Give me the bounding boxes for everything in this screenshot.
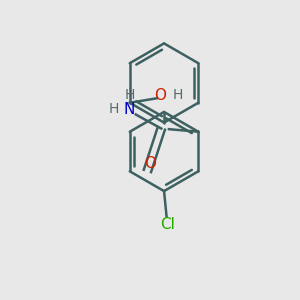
Text: O: O	[144, 156, 156, 171]
Text: O: O	[154, 88, 166, 103]
Text: N: N	[124, 102, 135, 117]
Text: H: H	[109, 102, 119, 116]
Text: Cl: Cl	[160, 217, 175, 232]
Text: H: H	[124, 88, 135, 102]
Text: H: H	[172, 88, 183, 102]
